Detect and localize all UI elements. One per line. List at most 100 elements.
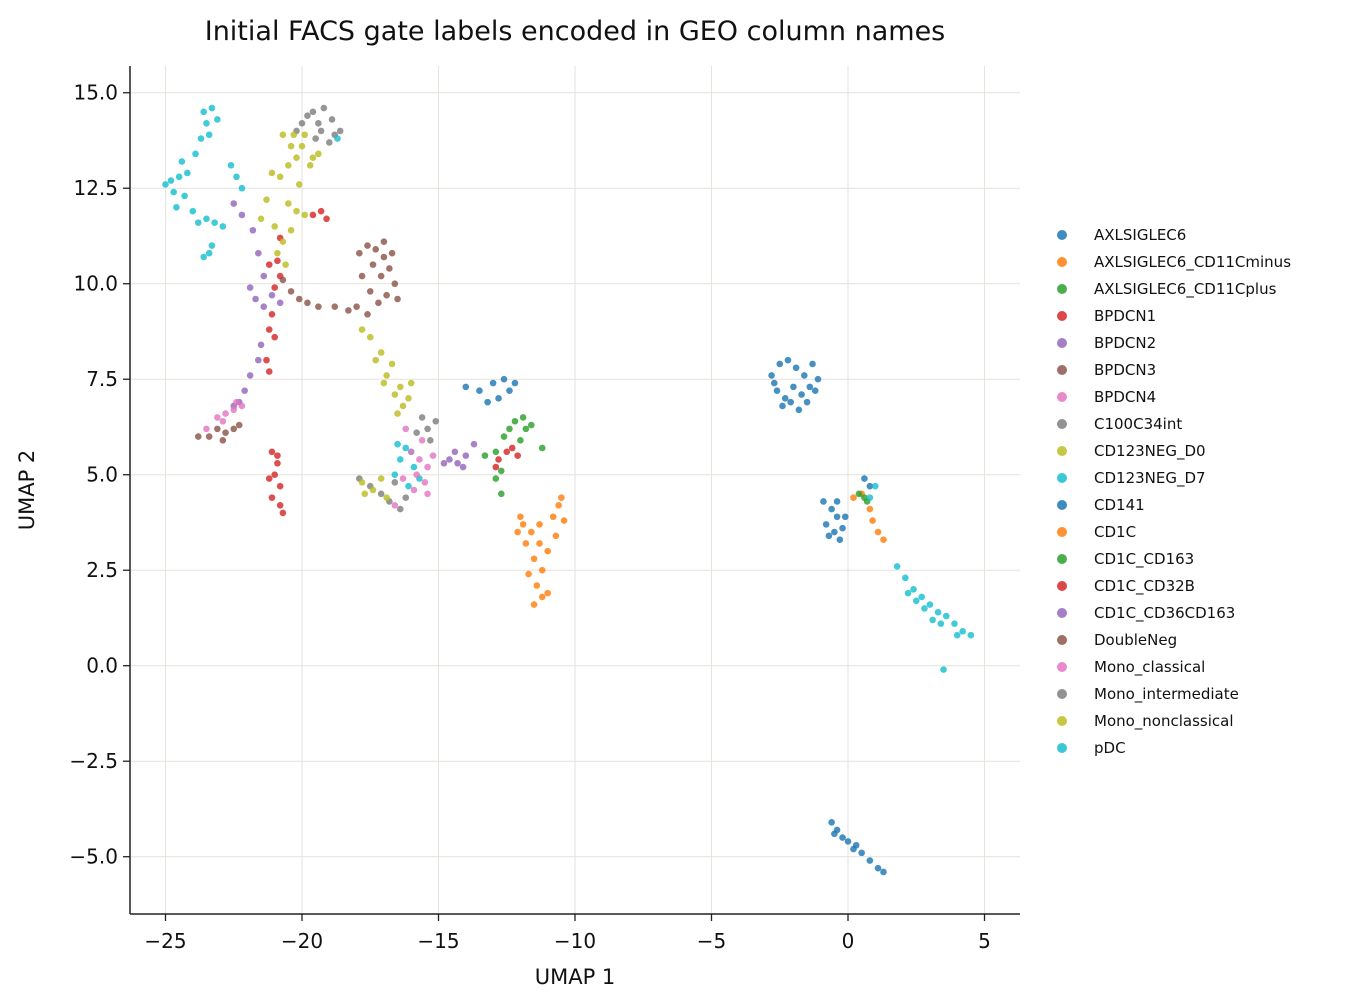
data-point [214,425,221,433]
legend-marker [1057,500,1067,510]
legend-marker [1057,446,1067,456]
data-point [315,303,322,310]
y-ticks: −5.0 −2.5 0.0 2.5 5.0 7.5 10.0 12.5 15.0 [69,81,130,869]
data-point [803,398,811,406]
data-point [391,471,399,479]
data-point [828,505,835,513]
data-point [200,108,208,116]
data-point [271,333,278,341]
data-point [309,154,317,161]
data-point [189,207,197,215]
data-point [866,482,874,490]
data-point [309,108,317,116]
data-point [383,291,390,299]
data-point [268,494,276,501]
data-point [880,536,887,543]
data-point [951,620,958,627]
data-point [287,142,295,150]
legend-label: CD1C_CD36CD163 [1094,604,1235,623]
data-point [219,437,227,444]
series-group [440,440,478,471]
data-point [380,238,388,246]
data-point [336,127,344,135]
data-point [235,421,243,429]
y-tick-label: 7.5 [86,367,118,391]
data-point [508,444,516,452]
data-point [315,150,322,158]
data-point [377,272,385,280]
chart-title: Initial FACS gate labels encoded in GEO … [205,16,946,47]
data-point [522,425,530,433]
data-point [503,448,511,456]
data-point [831,830,838,838]
data-point [230,200,238,207]
x-tick-label: −5 [697,929,726,953]
data-point [386,265,393,272]
data-point [205,131,213,139]
data-point [484,398,491,406]
data-point [811,387,819,394]
data-point [869,517,876,524]
legend-marker [1057,689,1067,699]
data-point [418,414,426,421]
data-point [768,372,775,379]
data-point [880,868,887,876]
data-point [538,566,546,574]
data-point [497,490,505,498]
legend-label: Mono_classical [1094,658,1205,677]
data-point [304,299,311,307]
data-point [271,223,278,230]
x-tick-label: −15 [417,929,459,953]
data-point [514,452,521,459]
legend-marker [1057,527,1067,537]
data-point [255,249,262,257]
data-point [492,448,500,456]
data-point [801,372,808,379]
data-point [265,261,273,268]
data-point [839,834,846,841]
data-point [271,284,278,291]
data-point [282,261,289,268]
data-point [394,295,401,303]
data-point [500,375,508,383]
data-point [394,440,401,448]
data-point [309,211,317,219]
series-group [293,104,344,146]
data-point [792,364,800,372]
data-point [820,498,827,505]
data-point [506,387,513,394]
data-point [268,448,276,456]
data-point [276,482,284,490]
series-group [257,131,322,268]
data-point [492,463,500,471]
data-point [238,402,246,410]
legend-label: BPDCN2 [1094,334,1156,352]
data-point [402,494,410,501]
data-point [328,116,336,123]
series-group [514,494,568,608]
data-point [396,505,404,513]
data-point [208,104,216,112]
data-point [372,356,380,364]
data-point [233,398,240,406]
data-point [353,303,360,310]
legend-marker [1057,554,1067,564]
data-point [912,597,920,605]
data-point [519,414,527,421]
data-point [358,479,366,486]
data-point [399,475,407,482]
data-point [298,119,306,127]
data-point [162,181,169,188]
data-point [407,448,415,456]
x-tick-label: −20 [281,929,323,953]
x-axis-label: UMAP 1 [535,965,616,989]
y-tick-label: 5.0 [86,463,118,487]
data-point [773,387,781,394]
data-point [249,226,257,234]
data-point [298,142,306,150]
x-tick-label: 0 [842,929,855,953]
data-point [514,528,521,536]
data-point [274,249,281,257]
data-point [940,666,947,673]
